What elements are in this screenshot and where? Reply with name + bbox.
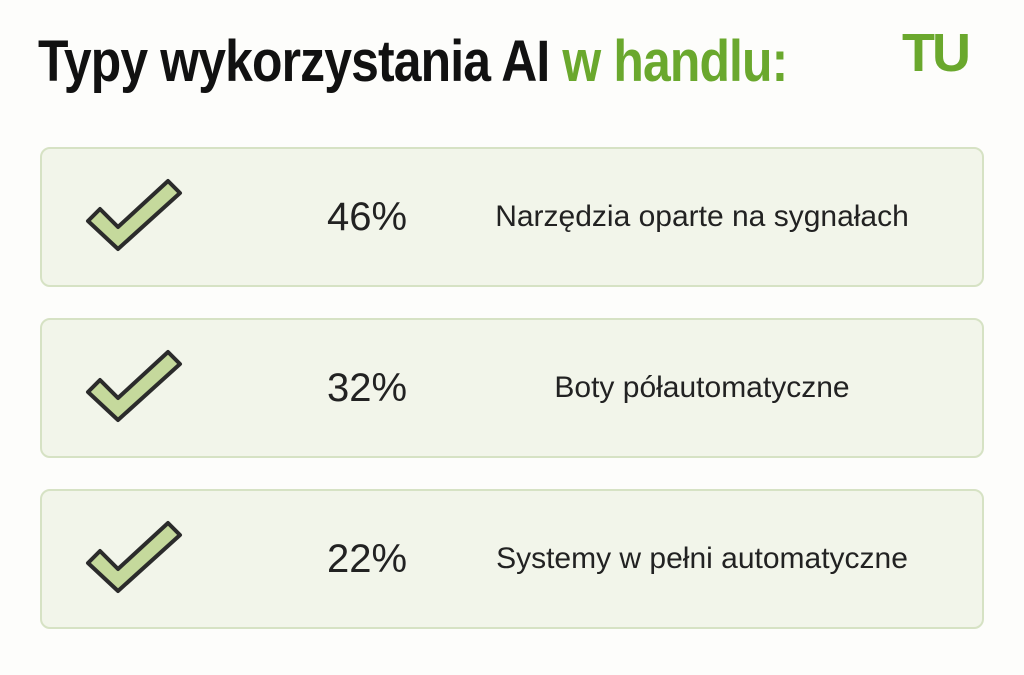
- logo: TU: [902, 23, 971, 83]
- item-percent: 22%: [326, 537, 408, 581]
- check-icon: [86, 350, 182, 422]
- item-label: Narzędzia oparte na sygnałach: [495, 200, 909, 233]
- item-percent: 46%: [326, 195, 408, 239]
- title-main: Typy wykorzystania AI: [38, 29, 550, 94]
- check-icon: [86, 179, 182, 251]
- title: Typy wykorzystania AI w handlu:: [38, 28, 788, 95]
- item-percent: 32%: [326, 366, 408, 410]
- item-label: Boty półautomatyczne: [554, 371, 850, 404]
- item-card: 32% Boty półautomatyczne: [40, 318, 984, 458]
- item-card: 22% Systemy w pełni automatyczne: [40, 489, 984, 629]
- item-card: 46% Narzędzia oparte na sygnałach: [40, 147, 984, 287]
- title-accent: w handlu:: [562, 29, 788, 94]
- check-icon: [86, 521, 182, 593]
- item-label: Systemy w pełni automatyczne: [496, 542, 908, 575]
